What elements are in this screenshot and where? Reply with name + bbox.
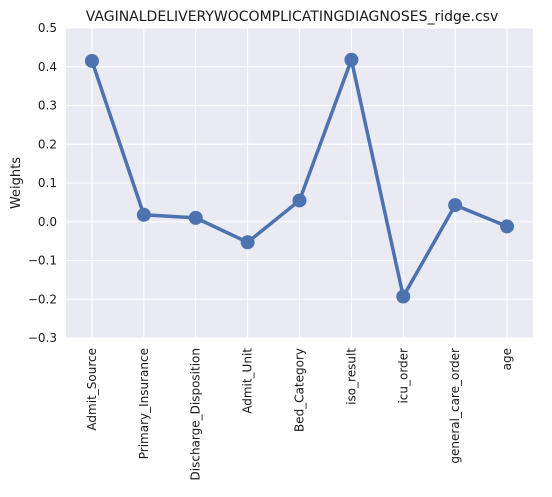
y-tick-label: 0.1 xyxy=(38,176,57,190)
data-point xyxy=(84,53,99,68)
y-tick-label: −0.3 xyxy=(28,331,57,345)
x-tick-label: iso_result xyxy=(344,348,358,405)
y-tick-label: −0.1 xyxy=(28,254,57,268)
y-tick-label: −0.2 xyxy=(28,292,57,306)
y-tick-label: 0.0 xyxy=(38,215,57,229)
x-tick-label: Admit_Source xyxy=(85,348,99,431)
x-tick-label: general_care_order xyxy=(448,348,462,464)
x-tick-label: Admit_Unit xyxy=(241,348,255,414)
y-tick-label: 0.4 xyxy=(38,60,57,74)
y-tick-labels: −0.3 −0.2 −0.1 0.0 0.1 0.2 0.3 0.4 0.5 xyxy=(28,21,57,345)
x-tick-label: Discharge_Disposition xyxy=(189,348,203,480)
grid-lines xyxy=(66,27,533,339)
data-point xyxy=(188,210,203,225)
x-tick-label: Bed_Category xyxy=(293,348,307,432)
x-tick-label: icu_order xyxy=(396,348,410,404)
data-point xyxy=(344,52,359,67)
y-tick-label: 0.5 xyxy=(38,21,57,35)
x-tick-label: age xyxy=(500,348,514,370)
y-tick-label: 0.3 xyxy=(38,99,57,113)
y-tick-label: 0.2 xyxy=(38,137,57,151)
data-point xyxy=(500,219,515,234)
data-point xyxy=(292,193,307,208)
data-point xyxy=(136,207,151,222)
data-point xyxy=(448,198,463,213)
chart-title: VAGINALDELIVERYWOCOMPLICATINGDIAGNOSES_r… xyxy=(86,9,499,25)
y-axis-label: Weights xyxy=(9,157,24,209)
x-tick-labels: Admit_Source Primary_Insurance Discharge_D… xyxy=(85,348,514,481)
series-line-group xyxy=(84,52,515,304)
data-point xyxy=(240,235,255,250)
x-tick-label: Primary_Insurance xyxy=(137,348,151,459)
data-point xyxy=(396,289,411,304)
